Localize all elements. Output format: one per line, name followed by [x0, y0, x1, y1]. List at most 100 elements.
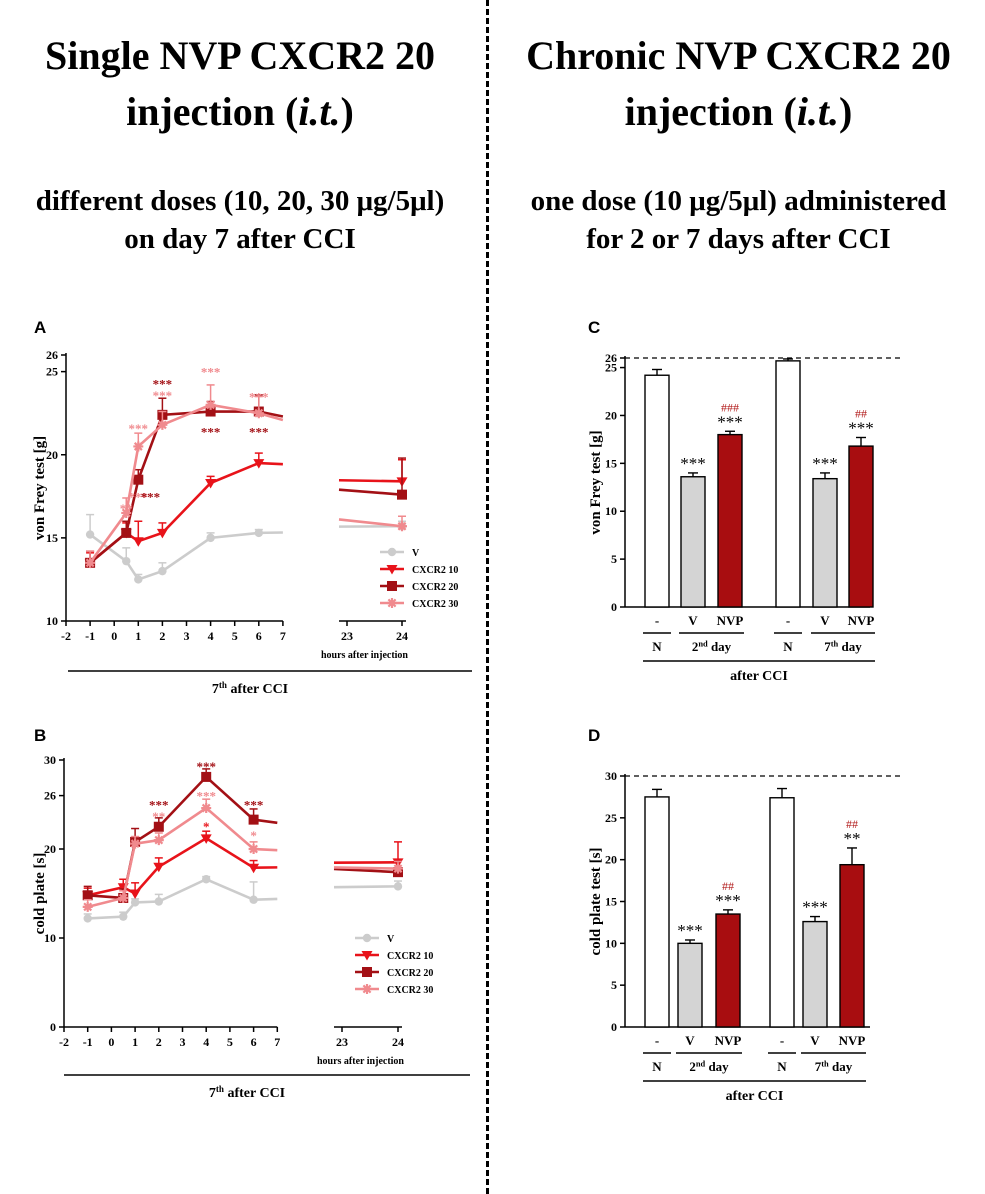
bar-label-d: V — [810, 1033, 820, 1048]
legend-marker-a — [387, 598, 397, 608]
y-axis-label-b: cold plate [s] — [32, 853, 48, 935]
data-point-b-cxcr2-20 — [201, 771, 212, 782]
y-tick-label-b: 26 — [44, 789, 56, 803]
left-title: Single NVP CXCR2 20 injection (i.t.) — [0, 28, 480, 140]
data-point-a-cxcr2-10 — [156, 528, 168, 539]
dashed-divider — [486, 0, 489, 1194]
significance-mark-a: *** — [129, 421, 149, 436]
data-point-b-v — [393, 882, 403, 891]
data-point-a-v — [254, 528, 263, 538]
x-tick-label-b: 23 — [336, 1035, 348, 1049]
series-line-b-cxcr2-20 — [87, 775, 278, 900]
y-tick-label-d: 30 — [605, 769, 617, 783]
x-tick-label-a: 6 — [256, 629, 262, 643]
data-point-a-v — [122, 556, 131, 566]
data-point-b-v — [130, 898, 140, 907]
data-point-b-v — [83, 914, 92, 923]
significance-mark-a: *** — [153, 388, 173, 403]
y-tick-label-b: 30 — [44, 753, 56, 767]
data-point-a-cxcr2-10 — [132, 537, 144, 547]
y-axis-label-d: cold plate test [s] — [588, 848, 604, 956]
significance-mark-a: *** — [249, 390, 269, 405]
left-subtitle-line2: on day 7 after CCI — [124, 223, 356, 255]
data-point-b-cxcr2-20 — [82, 890, 93, 901]
panel-label-a: A — [34, 318, 47, 337]
series-line-break-a-cxcr2-20 — [338, 488, 403, 496]
bar-d-0 — [644, 796, 670, 1028]
after-cci-label-d: after CCI — [726, 1089, 784, 1104]
data-point-b-cxcr2-10 — [129, 889, 141, 899]
right-subtitle-line1: one dose (10 μg/5μl) administered — [530, 185, 947, 217]
hash-mark-d: ## — [846, 817, 858, 831]
group-label-c: N — [652, 639, 662, 654]
data-point-a-cxcr2-10 — [205, 479, 217, 489]
right-title-line2: injection (i.t.) — [624, 89, 853, 134]
y-tick-label-d: 20 — [605, 853, 617, 867]
series-line-break-b-cxcr2-30 — [333, 866, 399, 870]
series-line-break-b-cxcr2-20 — [333, 867, 399, 874]
legend-marker-a — [387, 581, 397, 591]
bar-label-d: - — [780, 1033, 784, 1048]
right-subtitle: one dose (10 μg/5μl) administered for 2 … — [496, 182, 981, 258]
bar-d-4 — [802, 920, 828, 1028]
significance-mark-b: *** — [244, 798, 264, 813]
x-tick-label-b: 4 — [203, 1035, 209, 1049]
data-point-b-cxcr2-30 — [248, 844, 259, 854]
group-label-d: 2nd day — [689, 1058, 729, 1074]
x-tick-label-a: 4 — [208, 629, 214, 643]
bar-c-5 — [848, 445, 874, 608]
x-tick-label-b: 1 — [132, 1035, 138, 1049]
after-cci-label-c: after CCI — [730, 669, 788, 684]
panel-label-b: B — [34, 726, 47, 745]
data-point-a-v — [134, 575, 143, 584]
y-tick-label-c: 15 — [605, 456, 617, 470]
legend-marker-b — [362, 984, 372, 994]
bar-c-1 — [680, 476, 706, 608]
x-tick-label-a: 2 — [159, 629, 165, 643]
bar-label-c: NVP — [717, 613, 744, 628]
x-tick-label-b: 5 — [227, 1035, 233, 1049]
legend-label-b: CXCR2 20 — [387, 968, 433, 979]
data-point-b-cxcr2-20 — [153, 821, 164, 832]
left-subtitle: different doses (10, 20, 30 μg/5μl) on d… — [0, 182, 480, 258]
x-tick-label-a: 7 — [280, 629, 286, 643]
data-point-a-cxcr2-30 — [133, 441, 144, 452]
bar-c-0 — [644, 374, 670, 608]
y-tick-label-b: 10 — [44, 931, 56, 945]
significance-mark-c: *** — [717, 412, 743, 431]
data-point-b-cxcr2-10 — [153, 862, 165, 873]
data-point-a-v — [206, 533, 215, 543]
data-point-b-cxcr2-30 — [201, 803, 212, 814]
significance-mark-a: *** — [201, 365, 221, 380]
x-tick-label-a: 24 — [396, 629, 408, 643]
data-point-b-v — [249, 895, 258, 904]
panel-label-d: D — [588, 726, 601, 745]
y-axis-label-c: von Frey test [g] — [588, 430, 604, 534]
legend-marker-b — [361, 951, 373, 961]
x-tick-label-b: 3 — [180, 1035, 186, 1049]
y-tick-label-c: 26 — [605, 351, 617, 365]
significance-mark-a: *** — [141, 489, 161, 504]
legend-label-b: CXCR2 10 — [387, 951, 433, 962]
data-point-b-cxcr2-30 — [118, 892, 129, 903]
bar-label-d: NVP — [715, 1033, 742, 1048]
data-point-b-cxcr2-30 — [82, 901, 93, 912]
hash-mark-d: ## — [722, 879, 734, 893]
group-label-d: N — [777, 1059, 787, 1074]
bar-d-1 — [677, 942, 703, 1028]
y-tick-label-b: 0 — [50, 1020, 56, 1034]
x-tick-label-a: -2 — [61, 629, 71, 643]
significance-mark-b: *** — [196, 789, 216, 804]
x-tick-label-b: 2 — [156, 1035, 162, 1049]
bar-label-c: - — [786, 613, 790, 628]
x-tick-label-b: 0 — [108, 1035, 114, 1049]
significance-mark-a: *** — [201, 424, 221, 439]
bar-c-3 — [775, 360, 801, 608]
significance-mark-c: *** — [812, 454, 838, 473]
legend-marker-a — [386, 565, 398, 575]
y-axis-label-a: von Frey test [g] — [32, 436, 48, 540]
data-point-b-cxcr2-20 — [248, 814, 259, 825]
bar-label-d: - — [655, 1033, 659, 1048]
bar-label-c: V — [688, 613, 698, 628]
